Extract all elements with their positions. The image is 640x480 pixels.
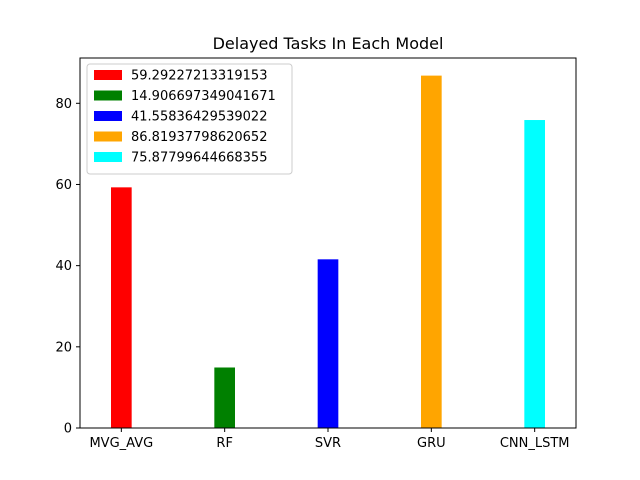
- x-axis-ticks: MVG_AVG RF SVR GRU CNN_LSTM: [89, 428, 570, 451]
- x-tick-label: RF: [216, 436, 233, 451]
- legend-label: 75.87799644668355: [131, 151, 267, 166]
- x-tick-label: MVG_AVG: [89, 436, 153, 451]
- legend-label: 14.906697349041671: [131, 89, 276, 104]
- legend-swatch: [94, 90, 122, 101]
- y-tick-label: 40: [55, 259, 72, 274]
- legend-swatch: [94, 152, 122, 162]
- legend-swatch: [94, 131, 122, 142]
- legend-label: 41.55836429539022: [131, 110, 267, 125]
- bars-layer: [111, 75, 545, 429]
- legend-swatch: [94, 111, 122, 121]
- x-tick-label: CNN_LSTM: [500, 436, 570, 451]
- x-tick-label: GRU: [417, 436, 446, 451]
- y-tick-label: 0: [64, 422, 72, 437]
- bar-mvg-avg: [111, 187, 132, 428]
- legend: 59.29227213319153 14.906697349041671 41.55…: [86, 63, 293, 175]
- bar-cnn-lstm: [524, 120, 545, 429]
- y-axis-ticks: 0 20 40 60 80: [55, 97, 80, 437]
- x-tick-label: SVR: [315, 436, 341, 451]
- y-tick-label: 80: [55, 97, 72, 112]
- legend-entries: 59.29227213319153 14.906697349041671 41.55…: [94, 69, 276, 166]
- legend-label: 86.81937798620652: [131, 130, 267, 145]
- y-tick-label: 20: [55, 340, 72, 355]
- y-tick-label: 60: [55, 178, 72, 193]
- bar-svr: [317, 259, 339, 428]
- legend-frame: [86, 63, 293, 175]
- legend-swatch: [94, 70, 122, 80]
- chart-title: Delayed Tasks In Each Model: [213, 34, 444, 53]
- bar-gru: [421, 75, 442, 428]
- legend-label: 59.29227213319153: [131, 69, 267, 84]
- bar-rf: [214, 367, 235, 428]
